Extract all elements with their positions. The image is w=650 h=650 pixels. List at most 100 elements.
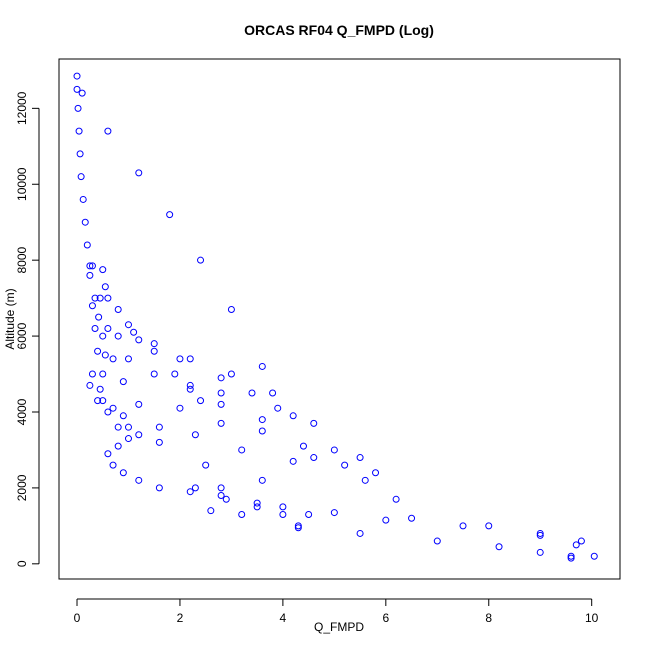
- data-point: [392, 495, 400, 503]
- data-point: [86, 381, 94, 389]
- data-point: [86, 271, 94, 279]
- data-point: [567, 554, 575, 562]
- y-tick-label: 4000: [15, 398, 29, 425]
- data-point: [155, 438, 163, 446]
- y-tick-label: 6000: [15, 322, 29, 349]
- data-point: [207, 507, 215, 515]
- data-point: [577, 537, 585, 545]
- data-point: [77, 173, 85, 181]
- data-point: [78, 89, 86, 97]
- data-point: [536, 548, 544, 556]
- data-point: [109, 404, 117, 412]
- data-point: [114, 442, 122, 450]
- data-point: [294, 524, 302, 532]
- y-tick-label: 0: [15, 560, 29, 567]
- data-point: [217, 374, 225, 382]
- data-point: [155, 484, 163, 492]
- x-tick-label: 4: [280, 611, 287, 625]
- data-point: [572, 541, 580, 549]
- data-point: [88, 302, 96, 310]
- x-axis: 0 2 4 6 8 10: [74, 598, 599, 625]
- data-point: [217, 484, 225, 492]
- data-point: [258, 416, 266, 424]
- data-point: [124, 423, 132, 431]
- data-point: [274, 404, 282, 412]
- data-point: [104, 324, 112, 332]
- data-point: [119, 469, 127, 477]
- data-point: [485, 522, 493, 530]
- data-point: [135, 400, 143, 408]
- data-point: [135, 169, 143, 177]
- data-point: [119, 412, 127, 420]
- data-point: [186, 488, 194, 496]
- x-tick-label: 2: [177, 611, 184, 625]
- data-point: [258, 427, 266, 435]
- data-point: [567, 552, 575, 560]
- plot-frame: [58, 58, 621, 580]
- data-point: [217, 400, 225, 408]
- x-tick-label: 10: [585, 611, 599, 625]
- data-point: [227, 370, 235, 378]
- data-point: [109, 461, 117, 469]
- data-point: [101, 351, 109, 359]
- data-point: [227, 306, 235, 314]
- data-point: [79, 195, 87, 203]
- data-point: [495, 543, 503, 551]
- data-point: [310, 454, 318, 462]
- data-point: [258, 476, 266, 484]
- data-point: [310, 419, 318, 427]
- data-point: [91, 324, 99, 332]
- data-point: [101, 283, 109, 291]
- data-point: [536, 529, 544, 537]
- data-point: [217, 491, 225, 499]
- data-point: [258, 362, 266, 370]
- data-point: [536, 531, 544, 539]
- data-point: [109, 355, 117, 363]
- y-tick-label: 8000: [15, 246, 29, 273]
- data-point: [269, 389, 277, 397]
- data-point: [217, 419, 225, 427]
- y-axis: 0 2000 4000 6000 8000 10000 12000: [15, 91, 40, 567]
- data-point: [356, 529, 364, 537]
- data-point: [130, 328, 138, 336]
- data-point: [253, 503, 261, 511]
- data-point: [356, 454, 364, 462]
- data-point: [119, 378, 127, 386]
- data-point: [73, 85, 81, 93]
- chart-title: ORCAS RF04 Q_FMPD (Log): [244, 22, 434, 38]
- data-point: [150, 340, 158, 348]
- data-point: [191, 431, 199, 439]
- data-point: [289, 412, 297, 420]
- y-tick-label: 10000: [15, 167, 29, 201]
- data-point: [99, 370, 107, 378]
- data-point: [94, 397, 102, 405]
- data-point: [99, 266, 107, 274]
- data-point: [176, 404, 184, 412]
- data-point: [217, 389, 225, 397]
- data-point: [197, 256, 205, 264]
- data-point: [176, 355, 184, 363]
- data-point: [81, 218, 89, 226]
- data-point: [150, 347, 158, 355]
- data-point: [114, 332, 122, 340]
- data-point: [104, 450, 112, 458]
- data-point: [135, 476, 143, 484]
- data-point: [238, 510, 246, 518]
- data-point: [135, 431, 143, 439]
- data-point: [186, 355, 194, 363]
- x-axis-label: Q_FMPD: [314, 620, 364, 634]
- data-point: [459, 522, 467, 530]
- data-point: [186, 385, 194, 393]
- data-point: [114, 423, 122, 431]
- data-point: [341, 461, 349, 469]
- data-point: [294, 522, 302, 530]
- y-axis-label: Altitude (m): [3, 288, 17, 349]
- data-point: [253, 499, 261, 507]
- data-point: [155, 423, 163, 431]
- y-tick-label: 12000: [15, 91, 29, 125]
- data-point: [104, 294, 112, 302]
- data-point: [590, 552, 598, 560]
- data-point: [83, 241, 91, 249]
- data-point: [222, 495, 230, 503]
